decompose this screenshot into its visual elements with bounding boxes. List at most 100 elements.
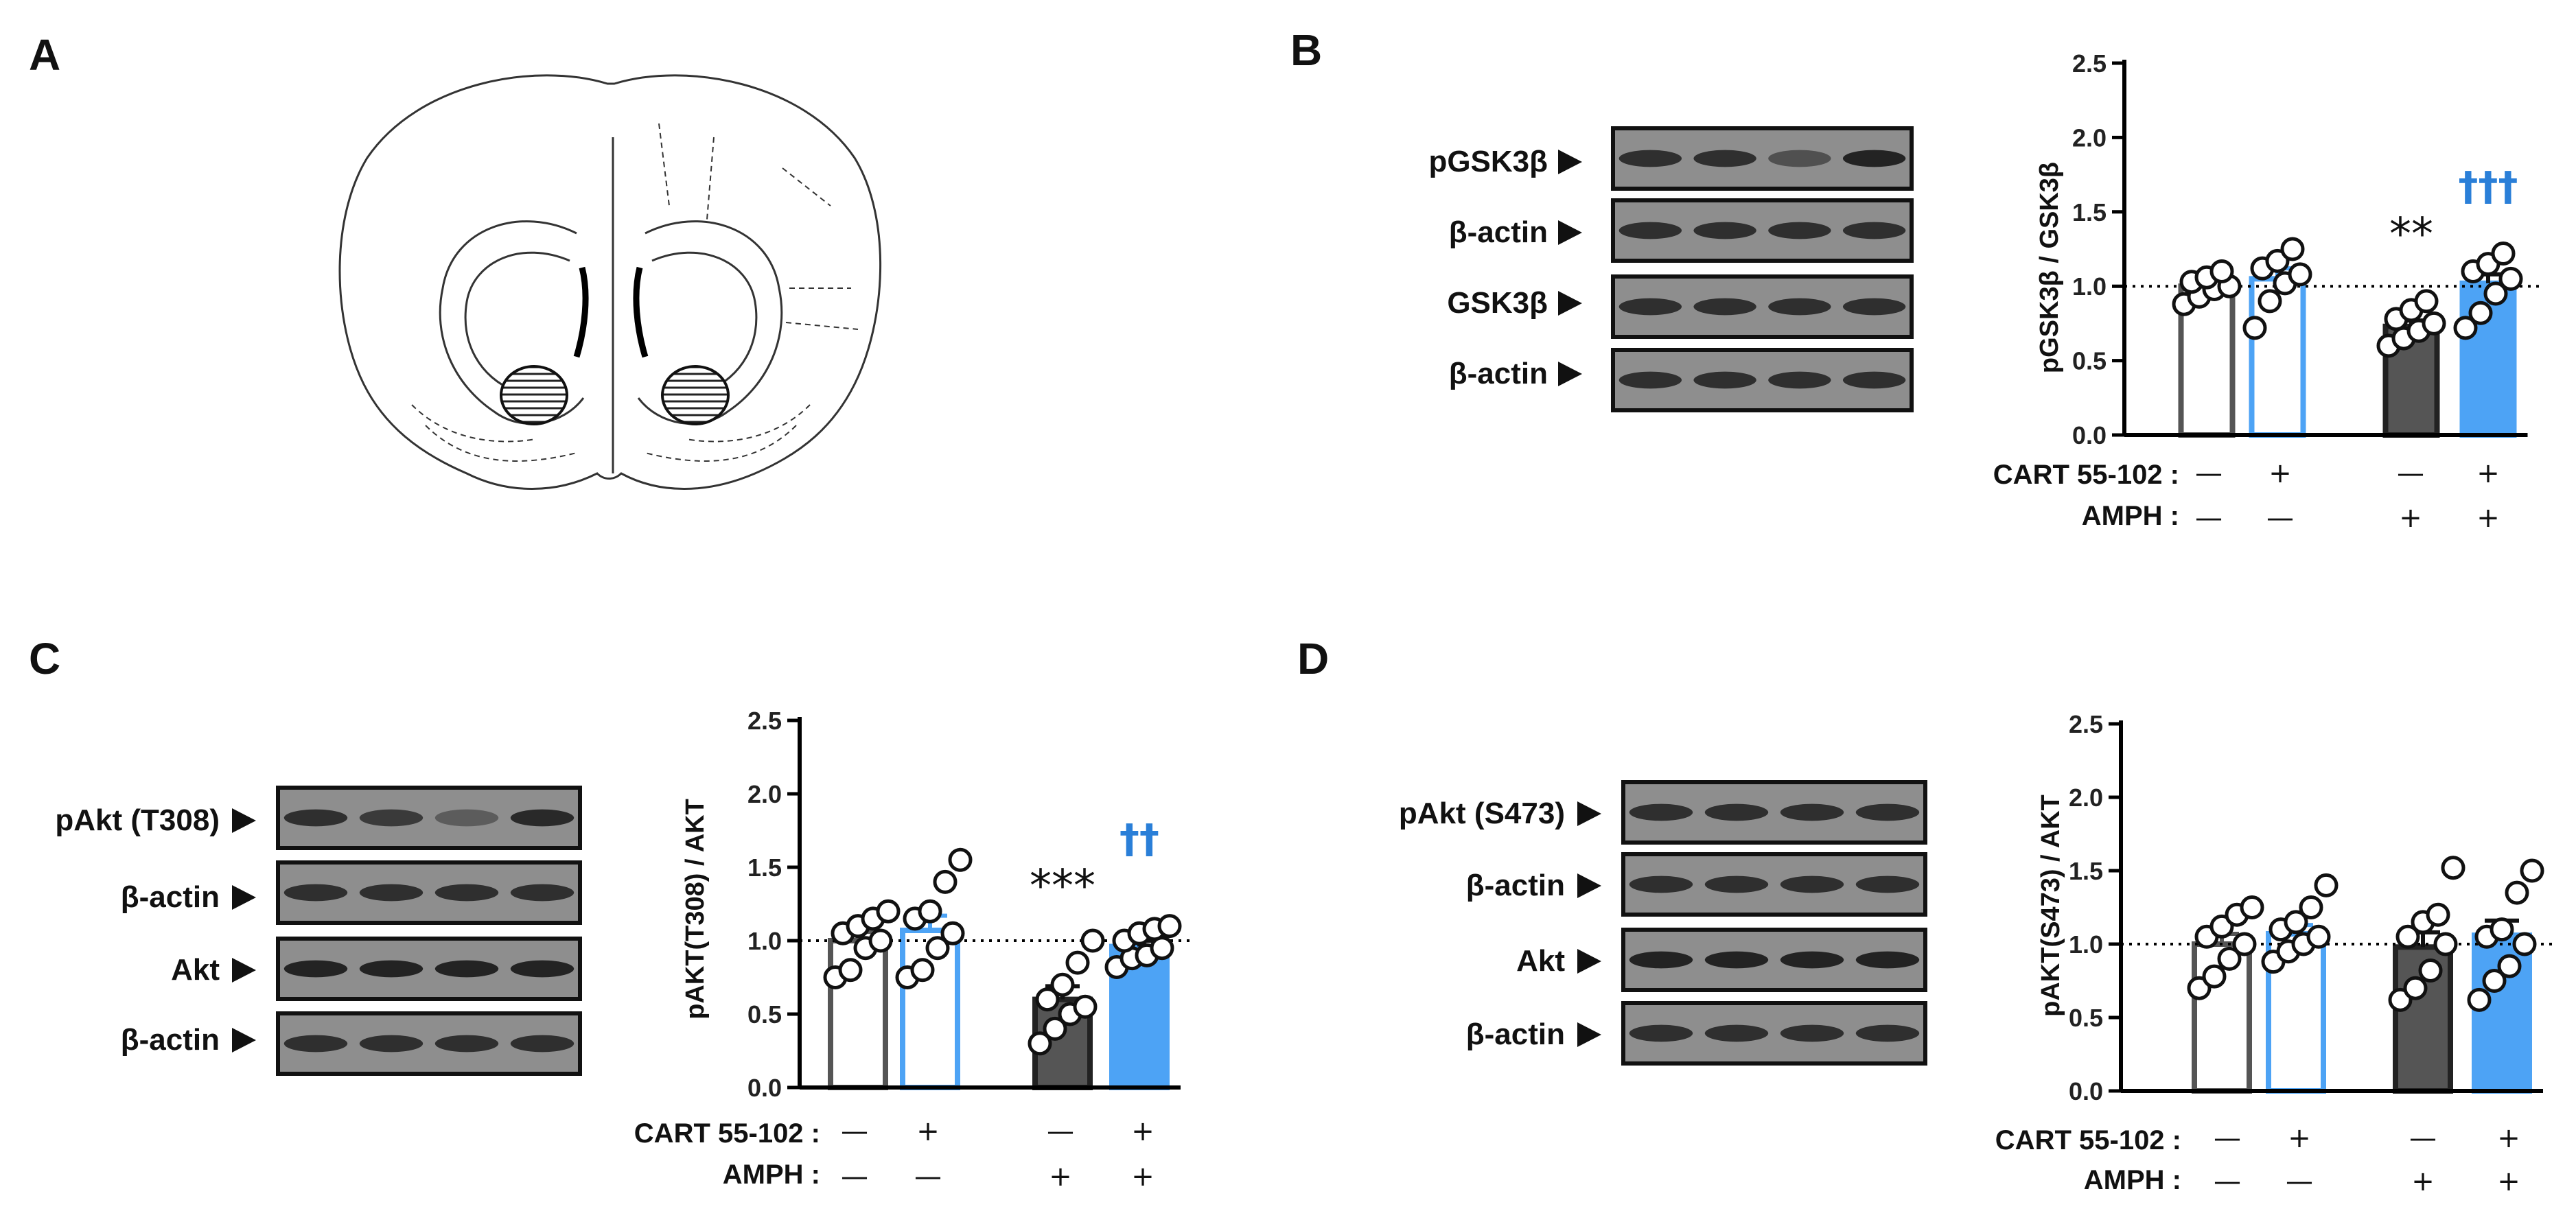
blot-label-c-3: β-actin <box>121 1023 220 1057</box>
cart-value: + <box>2476 458 2500 489</box>
arrow-icon <box>1558 362 1582 386</box>
data-point <box>933 869 958 894</box>
blot-label-d-0: pAkt (S473) <box>1399 797 1565 830</box>
amph-value: — <box>2266 502 2294 534</box>
blot-label-b-0: pGSK3β <box>1428 145 1548 178</box>
data-point <box>2497 954 2522 978</box>
significance-star: *** <box>1030 861 1095 912</box>
blot-band <box>1704 875 1769 893</box>
cart-value: — <box>2195 458 2223 489</box>
blot-band <box>1855 1024 1920 1042</box>
y-tick-label: 2.0 <box>747 780 782 808</box>
blot-band <box>1629 1024 1693 1042</box>
arrow-icon <box>1577 949 1601 974</box>
lower-right-structures <box>645 404 811 462</box>
blot-band <box>1693 150 1756 167</box>
data-point <box>2299 895 2323 919</box>
condition-rows-b: CART 55-102 : AMPH : — + — + — — + + <box>1993 458 2500 534</box>
data-point <box>2209 259 2234 284</box>
blot-band <box>1704 951 1769 969</box>
amph-value: + <box>2411 1166 2435 1197</box>
blot-band <box>1629 803 1693 821</box>
data-point <box>1080 928 1105 953</box>
blot-band <box>283 960 348 978</box>
blot-band <box>434 809 499 827</box>
blot-band <box>1704 803 1769 821</box>
cart-label: CART 55-102 : <box>634 1118 820 1149</box>
data-point <box>2288 262 2312 287</box>
blot-band <box>1842 371 1906 389</box>
blot-band <box>434 884 499 902</box>
data-point <box>2467 987 2492 1012</box>
amph-value: + <box>1131 1161 1154 1192</box>
blot-band <box>1618 150 1682 167</box>
cart-value: + <box>916 1116 940 1147</box>
blot-band <box>1768 298 1831 316</box>
data-point <box>876 899 901 924</box>
data-point <box>2403 976 2428 1000</box>
y-tick-label: 0.5 <box>2072 347 2107 375</box>
amph-label: AMPH : <box>2082 501 2179 531</box>
ventricle-right-inner <box>651 251 758 392</box>
y-tick-label: 2.5 <box>2069 710 2103 738</box>
blot-band <box>359 884 423 902</box>
y-tick-label: 0.0 <box>2069 1077 2103 1105</box>
y-tick-label: 2.0 <box>2069 784 2103 812</box>
data-point <box>2482 969 2507 993</box>
data-point <box>918 899 942 924</box>
arrow-icon <box>232 958 256 983</box>
blot-band <box>1693 222 1756 239</box>
brain-section-diagram <box>338 74 882 490</box>
data-point <box>2306 924 2331 949</box>
cart-value: + <box>2268 458 2292 489</box>
y-tick-label: 0.5 <box>747 1000 782 1028</box>
blot-band <box>1618 222 1682 239</box>
y-tick-label: 0.0 <box>747 1074 782 1102</box>
bar <box>1109 943 1170 1091</box>
y-tick-label: 1.0 <box>2069 930 2103 959</box>
amph-value: + <box>2399 502 2422 534</box>
data-point <box>1065 950 1090 975</box>
arrow-icon <box>232 808 256 833</box>
amph-value: — <box>841 1161 868 1192</box>
data-point <box>1157 914 1182 939</box>
amph-value: + <box>2497 1166 2520 1197</box>
data-point <box>1050 972 1075 997</box>
blot-label-d-3: β-actin <box>1466 1018 1565 1051</box>
blot-panel-d: pAkt (S473) β-actin Akt β-actin <box>1399 780 1927 1066</box>
data-point <box>2265 248 2290 273</box>
data-point <box>2426 902 2450 927</box>
ventricle-left-dark <box>573 266 589 358</box>
blot-band <box>1780 803 1844 821</box>
y-tick-label: 0.0 <box>2072 421 2107 449</box>
condition-rows-d: CART 55-102 : AMPH : — + — + — — + + <box>1995 1122 2520 1197</box>
data-point <box>2520 858 2544 883</box>
significance-dagger: ††† <box>2459 163 2518 209</box>
brain-outline <box>338 74 882 490</box>
lower-left-structures <box>411 404 577 462</box>
y-tick-label: 1.5 <box>747 854 782 882</box>
data-point <box>1073 994 1098 1019</box>
amph-label: AMPH : <box>723 1160 820 1190</box>
ventricle-right-dark <box>633 266 649 358</box>
cortex-line-4 <box>658 123 670 207</box>
blot-band <box>283 884 348 902</box>
ventricle-left-inner <box>464 251 570 392</box>
blot-band <box>1855 803 1920 821</box>
blot-band <box>1855 875 1920 893</box>
y-axis-label-d: pAKT(S473) / AKT <box>2037 795 2065 1017</box>
blot-panel-b: pGSK3β β-actin GSK3β β-actin <box>1428 126 1914 412</box>
data-point <box>1035 987 1060 1012</box>
data-point <box>1043 1016 1067 1041</box>
data-point <box>838 958 863 983</box>
cortex-line-3 <box>785 322 859 330</box>
blot-band <box>1693 371 1756 389</box>
blot-band <box>434 960 499 978</box>
blot-label-c-0: pAkt (T308) <box>55 803 220 837</box>
data-point <box>910 958 935 983</box>
cart-value: + <box>2288 1122 2311 1154</box>
amph-value: — <box>2195 502 2223 534</box>
data-point <box>2240 895 2264 919</box>
data-point <box>2441 856 2465 880</box>
